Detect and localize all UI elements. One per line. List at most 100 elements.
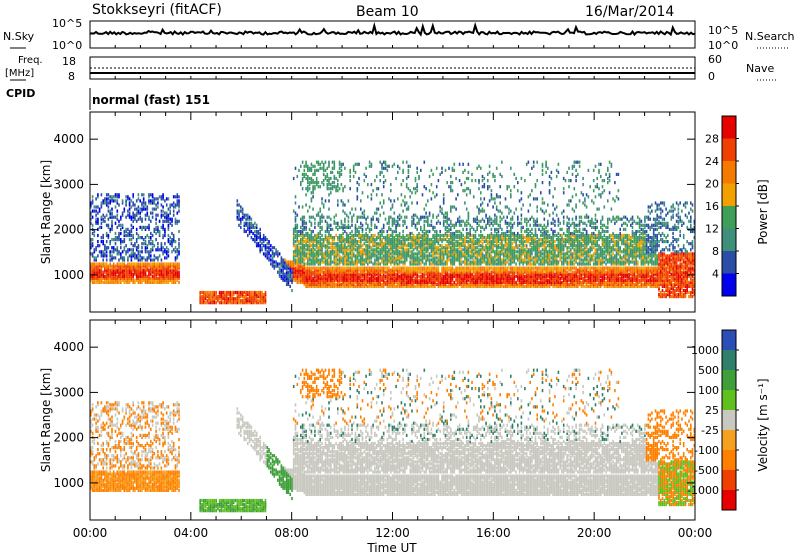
data-cell (326, 223, 329, 227)
data-cell (487, 242, 489, 246)
data-cell (347, 274, 350, 278)
data-cell (111, 258, 113, 262)
data-cell (114, 215, 117, 219)
data-cell (146, 211, 149, 215)
mhz-label: [MHz] (5, 68, 34, 79)
data-cell (464, 254, 466, 258)
data-cell (356, 252, 359, 256)
data-cell (248, 299, 251, 303)
data-cell (340, 278, 343, 282)
data-cell (420, 240, 422, 244)
data-cell (259, 240, 261, 244)
data-cell (360, 199, 362, 203)
data-cell (305, 221, 307, 225)
data-cell (137, 280, 140, 284)
data-cell (315, 270, 318, 274)
data-cell (342, 284, 344, 288)
data-cell (390, 280, 392, 284)
data-cell (501, 248, 503, 252)
data-cell (296, 246, 299, 250)
data-cell (335, 256, 337, 260)
data-cell (93, 276, 96, 280)
data-cell (255, 225, 258, 229)
data-cell (499, 272, 501, 276)
data-cell (322, 280, 325, 284)
data-cell (259, 297, 261, 301)
data-cell (437, 213, 440, 217)
data-cell (349, 187, 351, 191)
data-cell (282, 278, 284, 282)
data-cell (97, 276, 99, 280)
data-cell (308, 266, 311, 270)
data-cell (98, 225, 101, 229)
data-cell (111, 225, 113, 229)
data-cell (384, 266, 387, 270)
data-cell (319, 162, 321, 166)
data-cell (427, 284, 429, 288)
data-cell (428, 223, 431, 227)
data-cell (90, 270, 92, 274)
data-cell (423, 242, 426, 246)
data-cell (360, 260, 362, 264)
data-cell (150, 250, 152, 254)
data-cell (488, 280, 491, 284)
data-cell (125, 264, 127, 268)
data-cell (139, 217, 141, 221)
data-cell (494, 266, 496, 270)
data-cell (155, 197, 157, 201)
data-cell (492, 238, 494, 242)
data-cell (397, 240, 399, 244)
data-cell (478, 219, 480, 223)
data-cell (142, 225, 145, 229)
data-cell (450, 189, 452, 193)
data-cell (278, 252, 281, 256)
data-cell (331, 276, 334, 280)
data-cell (499, 201, 501, 205)
data-cell (135, 256, 138, 260)
data-cell (331, 268, 334, 272)
data-cell (480, 248, 482, 252)
data-cell (172, 278, 175, 282)
data-cell (208, 297, 210, 301)
data-cell (499, 258, 501, 262)
data-cell (412, 233, 415, 238)
data-cell (298, 266, 300, 270)
data-cell (467, 242, 470, 246)
data-cell (485, 274, 487, 278)
data-cell (118, 252, 120, 256)
data-cell (261, 290, 263, 295)
data-cell (300, 274, 302, 278)
data-cell (111, 256, 113, 260)
data-cell (322, 260, 325, 264)
data-cell (326, 229, 329, 234)
data-cell (481, 278, 484, 282)
data-cell (109, 258, 111, 262)
data-cell (416, 270, 418, 274)
data-cell (352, 164, 355, 168)
data-cell (125, 280, 127, 284)
data-cell (294, 219, 297, 223)
data-cell (254, 229, 256, 234)
data-cell (363, 262, 366, 266)
data-cell (128, 203, 131, 207)
data-cell (367, 246, 369, 250)
data-cell (474, 272, 477, 276)
data-cell (352, 266, 355, 270)
data-cell (435, 229, 438, 234)
data-cell (450, 276, 452, 280)
data-cell (457, 240, 459, 244)
data-cell (444, 211, 447, 215)
data-cell (132, 278, 134, 282)
data-cell (162, 225, 164, 229)
data-cell (472, 266, 475, 270)
data-cell (501, 268, 503, 272)
data-cell (158, 248, 161, 252)
data-cell (344, 242, 346, 246)
data-cell (441, 254, 443, 258)
data-cell (109, 229, 111, 234)
data-cell (310, 166, 313, 170)
data-cell (425, 254, 427, 258)
data-cell (273, 252, 276, 256)
data-cell (391, 240, 394, 244)
data-cell (303, 168, 306, 172)
